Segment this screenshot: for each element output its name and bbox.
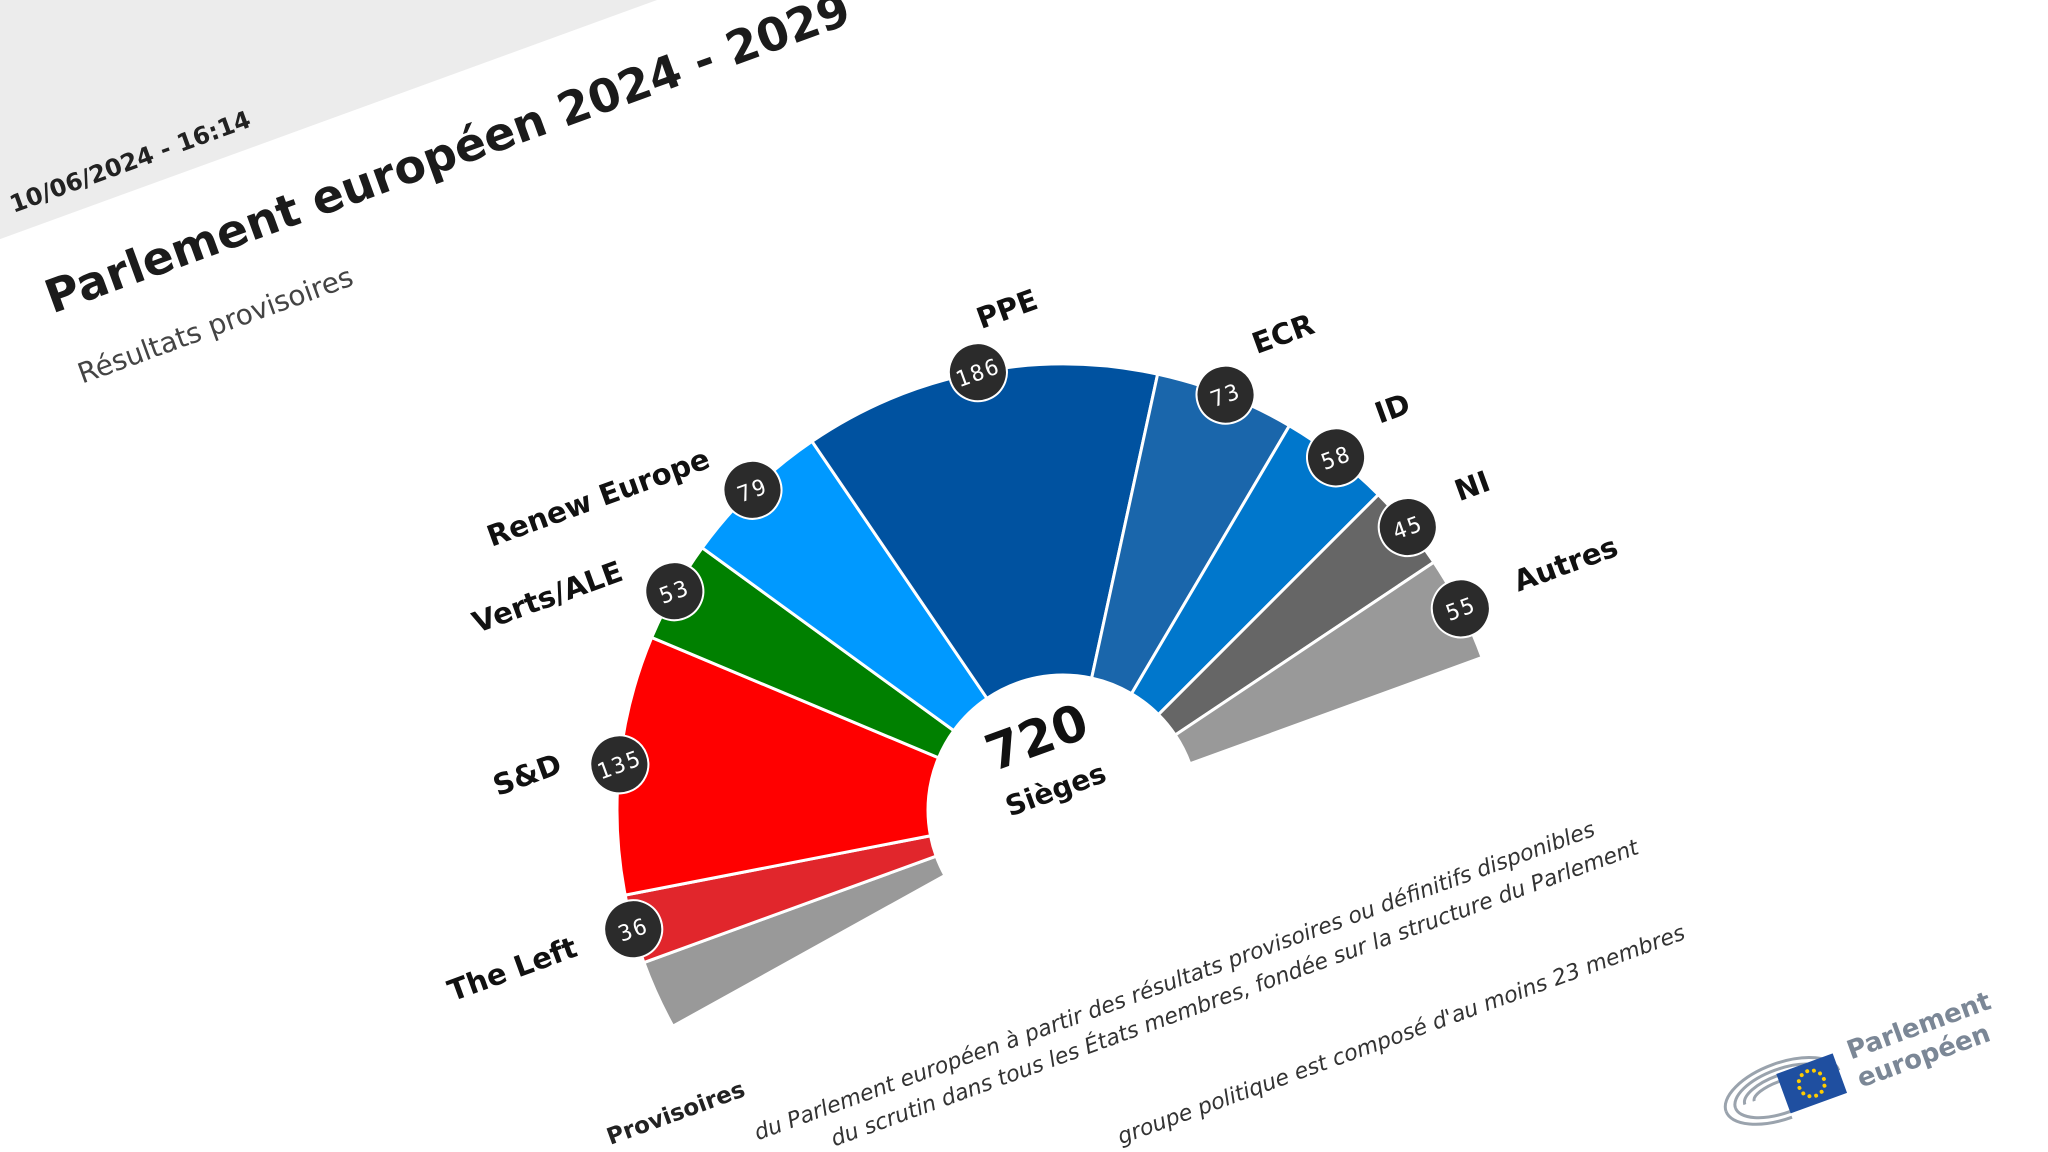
star-icon xyxy=(1822,1083,1827,1088)
star-icon xyxy=(1821,1076,1826,1081)
header-band xyxy=(0,0,1507,341)
group-label: ECR xyxy=(1247,307,1318,361)
group-label: Renew Europe xyxy=(482,441,714,553)
star-icon xyxy=(1814,1093,1819,1098)
seat-badge xyxy=(947,342,1008,403)
seat-badge xyxy=(722,459,783,520)
group-label: S&D xyxy=(488,747,566,803)
star-icon xyxy=(1797,1085,1802,1090)
star-icon xyxy=(1805,1069,1810,1074)
group-label: PPE xyxy=(972,282,1042,335)
group-label: NI xyxy=(1450,464,1495,508)
seat-badge xyxy=(603,899,664,960)
footer-line-3: groupe politique est composé d'au moins … xyxy=(1114,921,1688,1150)
group-label: Verts/ALE xyxy=(468,554,627,640)
seat-badge xyxy=(644,561,705,622)
seat-badge xyxy=(1195,364,1256,425)
group-label: Autres xyxy=(1509,529,1622,598)
segment-ppe[interactable] xyxy=(807,309,1247,740)
seat-badge xyxy=(589,734,650,795)
star-icon xyxy=(1796,1079,1801,1084)
star-icon xyxy=(1811,1068,1816,1073)
logo: Parlement européen xyxy=(1723,986,1995,1126)
segment-s-d[interactable] xyxy=(546,559,963,940)
footer-heading: Provisoires xyxy=(603,1077,748,1151)
seat-badge xyxy=(1377,497,1438,558)
star-icon xyxy=(1801,1091,1806,1096)
star-icon xyxy=(1818,1071,1823,1076)
star-icon xyxy=(1807,1094,1812,1099)
seat-badge xyxy=(1430,578,1491,639)
eu-flag-icon xyxy=(1776,1053,1848,1114)
star-icon xyxy=(1799,1073,1804,1078)
group-label: The Left xyxy=(443,930,581,1008)
seat-badge xyxy=(1306,427,1367,488)
group-label: ID xyxy=(1370,386,1414,430)
star-icon xyxy=(1819,1089,1824,1094)
